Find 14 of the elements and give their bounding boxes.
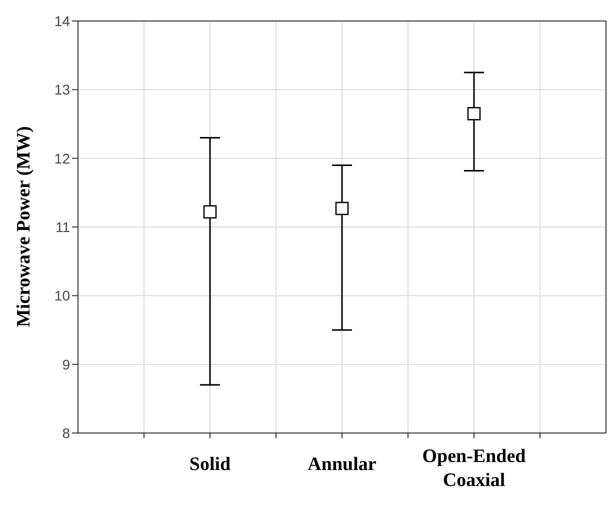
point [203,205,217,219]
y-tick-label: 14 [54,12,70,29]
y-tick-label: 9 [62,356,70,372]
point [467,107,481,120]
x-tick-label: Solid [189,454,232,475]
y-tick-label: 13 [54,82,70,98]
y-tick-label: 8 [62,424,70,441]
y-tick-label: 10 [54,288,70,304]
y-tick-label: 12 [54,150,70,166]
y-tick-label: 11 [55,218,70,235]
x-tick-label: Annular [308,454,377,475]
x-tick-label: Open-Ended Coaxial [422,446,526,491]
y-axis-title: Microwave Power (MW) [14,126,35,327]
point [335,202,349,216]
